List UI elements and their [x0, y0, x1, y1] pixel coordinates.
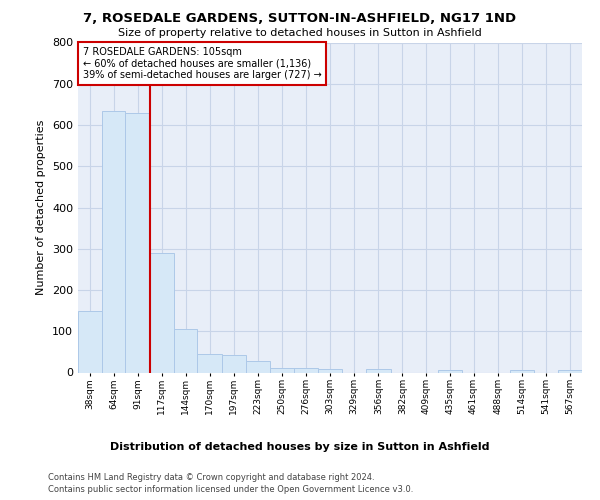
Bar [438, 370, 461, 372]
Text: Contains HM Land Registry data © Crown copyright and database right 2024.: Contains HM Land Registry data © Crown c… [48, 472, 374, 482]
Bar [559, 370, 582, 372]
Text: Size of property relative to detached houses in Sutton in Ashfield: Size of property relative to detached ho… [118, 28, 482, 38]
Y-axis label: Number of detached properties: Number of detached properties [37, 120, 46, 295]
Bar [125, 112, 150, 372]
Bar [78, 310, 101, 372]
Bar [271, 368, 294, 372]
Text: Distribution of detached houses by size in Sutton in Ashfield: Distribution of detached houses by size … [110, 442, 490, 452]
Bar [150, 253, 173, 372]
Text: 7, ROSEDALE GARDENS, SUTTON-IN-ASHFIELD, NG17 1ND: 7, ROSEDALE GARDENS, SUTTON-IN-ASHFIELD,… [83, 12, 517, 26]
Bar [294, 368, 317, 372]
Bar [173, 329, 197, 372]
Bar [101, 110, 125, 372]
Bar [510, 370, 533, 372]
Bar [317, 369, 343, 372]
Bar [366, 369, 391, 372]
Text: 7 ROSEDALE GARDENS: 105sqm
← 60% of detached houses are smaller (1,136)
39% of s: 7 ROSEDALE GARDENS: 105sqm ← 60% of deta… [83, 46, 322, 80]
Bar [245, 361, 271, 372]
Bar [222, 355, 245, 372]
Bar [197, 354, 222, 372]
Text: Contains public sector information licensed under the Open Government Licence v3: Contains public sector information licen… [48, 485, 413, 494]
